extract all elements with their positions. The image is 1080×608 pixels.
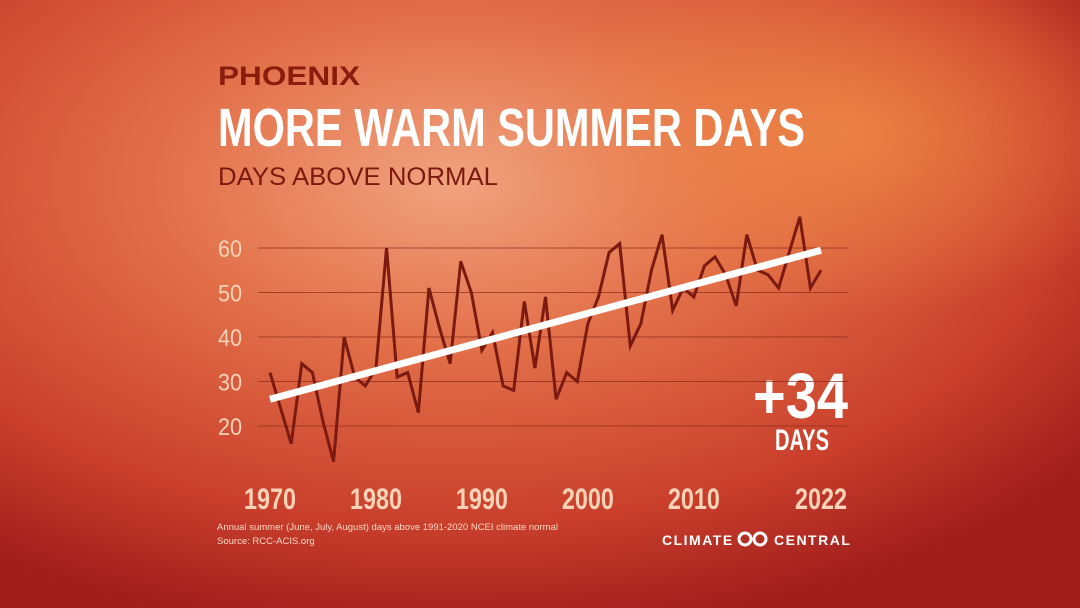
logo [737, 531, 768, 547]
y-tick-label: 20 [218, 414, 242, 441]
x-tick-label: 2022 [795, 483, 847, 516]
annotation-unit: DAYS [775, 424, 829, 457]
x-tick-label: 1970 [244, 483, 296, 516]
y-tick-label: 40 [218, 325, 242, 352]
logo-text: CLIMATE CENTRAL [662, 532, 851, 548]
logo-ring [737, 531, 753, 547]
y-tick-label: 50 [218, 281, 242, 308]
chart-title: MORE WARM SUMMER DAYS [218, 98, 805, 158]
y-axis-label: DAYS ABOVE NORMAL [218, 163, 498, 191]
y-tick-label: 30 [218, 370, 242, 397]
y-tick-label: 60 [218, 236, 242, 263]
data-line [268, 216, 823, 462]
annotation-value: +34 [753, 360, 848, 432]
x-tick-label: 2010 [668, 483, 720, 516]
x-tick-label: 2000 [562, 483, 614, 516]
chart-subtitle: PHOENIX [218, 61, 360, 91]
x-tick-label: 1980 [350, 483, 402, 516]
x-tick-label: 1990 [456, 483, 508, 516]
footnote: Annual summer (June, July, August) days … [217, 522, 558, 533]
source: Source: RCC-ACIS.org [217, 536, 315, 547]
logo-ring [752, 531, 768, 547]
trend-line [269, 246, 822, 403]
